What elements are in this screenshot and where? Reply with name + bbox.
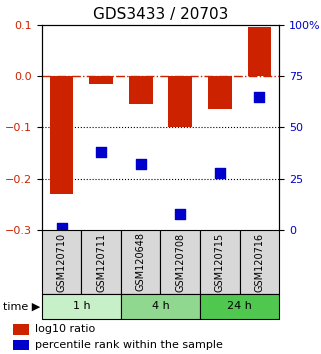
FancyBboxPatch shape [200, 230, 240, 294]
Point [257, 94, 262, 99]
FancyBboxPatch shape [240, 230, 279, 294]
Point [217, 170, 222, 176]
FancyBboxPatch shape [42, 294, 121, 319]
Point [178, 211, 183, 217]
Text: 4 h: 4 h [152, 301, 169, 311]
Text: percentile rank within the sample: percentile rank within the sample [35, 340, 223, 350]
FancyBboxPatch shape [160, 230, 200, 294]
Text: 1 h: 1 h [73, 301, 90, 311]
Point [99, 149, 104, 155]
Text: log10 ratio: log10 ratio [35, 324, 96, 333]
Point [138, 161, 143, 167]
Point [59, 225, 64, 231]
Bar [208, 76, 232, 109]
FancyBboxPatch shape [42, 230, 81, 294]
FancyBboxPatch shape [81, 230, 121, 294]
FancyBboxPatch shape [121, 230, 160, 294]
Bar [50, 76, 74, 194]
Bar [129, 76, 152, 104]
Text: time ▶: time ▶ [3, 301, 40, 311]
Text: GSM120648: GSM120648 [136, 233, 146, 291]
Title: GDS3433 / 20703: GDS3433 / 20703 [93, 7, 228, 22]
Text: GSM120711: GSM120711 [96, 232, 106, 292]
Bar [13, 340, 29, 350]
Text: 24 h: 24 h [227, 301, 252, 311]
Bar [89, 76, 113, 84]
FancyBboxPatch shape [121, 294, 200, 319]
FancyBboxPatch shape [200, 294, 279, 319]
Text: GSM120710: GSM120710 [56, 232, 66, 292]
Text: GSM120716: GSM120716 [255, 232, 265, 292]
Bar [169, 76, 192, 127]
Bar [247, 27, 271, 76]
Text: GSM120708: GSM120708 [175, 232, 185, 292]
Bar [13, 324, 29, 335]
Text: GSM120715: GSM120715 [215, 232, 225, 292]
